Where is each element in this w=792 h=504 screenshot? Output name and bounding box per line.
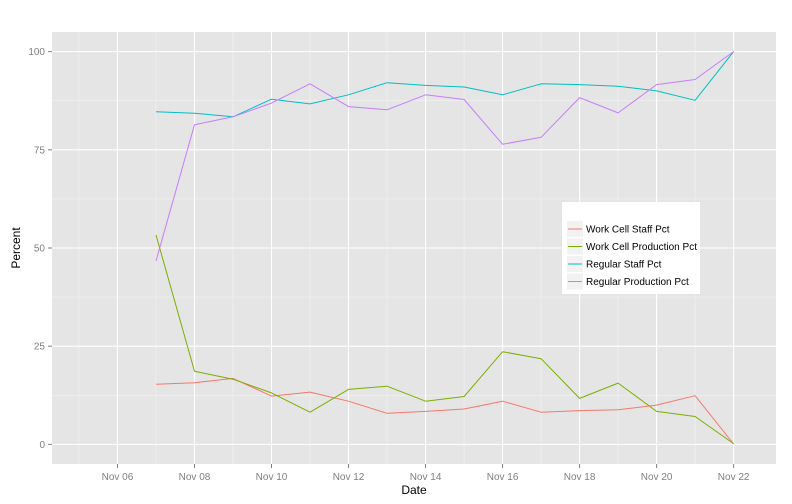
y-tick-label: 100	[28, 47, 45, 58]
legend-label: Regular Production Pct	[586, 277, 689, 288]
legend-label: Work Cell Staff Pct	[586, 225, 670, 236]
x-tick-label: Nov 12	[333, 472, 365, 483]
x-tick-label: Nov 16	[487, 472, 519, 483]
major-gridlines	[52, 32, 776, 464]
legend-box	[562, 202, 700, 294]
x-axis-ticks: Nov 06 Nov 08 Nov 10 Nov 12 Nov 14 Nov 16 Nov …	[102, 464, 750, 483]
x-tick-label: Nov 18	[564, 472, 596, 483]
y-axis-title: Percent	[9, 227, 23, 269]
series-line-4	[155, 51, 734, 262]
x-axis-title: Date	[401, 483, 427, 497]
legend-label: Regular Staff Pct	[586, 260, 662, 271]
x-tick-label: Nov 14	[410, 472, 442, 483]
y-tick-label: 0	[39, 440, 45, 451]
x-tick-label: Nov 06	[102, 472, 134, 483]
x-tick-label: Nov 20	[641, 472, 673, 483]
series-line-3	[155, 51, 734, 118]
legend-label: Work Cell Production Pct	[586, 242, 697, 253]
y-axis-ticks: 0 25 50 75 100	[28, 47, 52, 451]
x-tick-label: Nov 10	[256, 472, 288, 483]
legend: Work Cell Staff Pct Work Cell Production …	[562, 202, 700, 294]
x-tick-label: Nov 22	[718, 472, 750, 483]
y-tick-label: 25	[34, 342, 46, 353]
y-tick-label: 75	[34, 145, 46, 156]
y-tick-label: 50	[34, 244, 46, 255]
series-line-2	[155, 234, 734, 445]
series-line-1	[155, 377, 734, 445]
series-lines	[155, 51, 734, 445]
x-tick-label: Nov 08	[179, 472, 211, 483]
